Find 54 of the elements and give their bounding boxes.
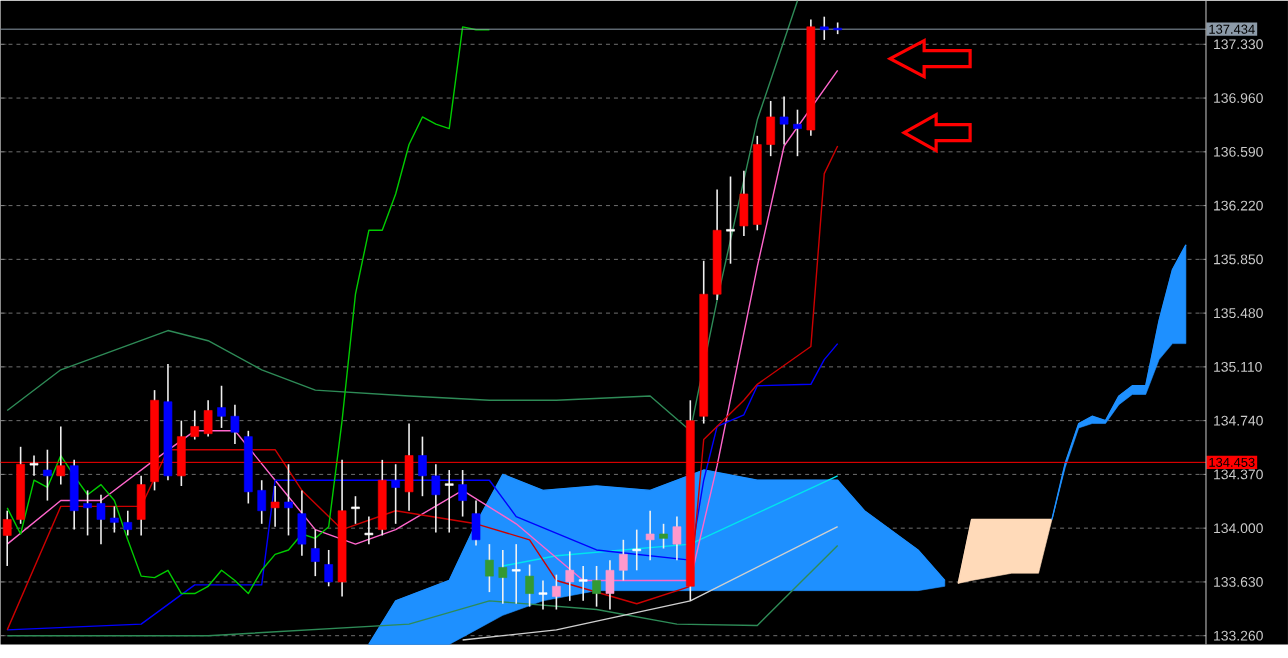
candlestick (418, 435, 427, 497)
candlestick (351, 495, 360, 525)
candlestick (578, 565, 588, 602)
candlestick (123, 509, 133, 537)
candlestick (96, 493, 106, 545)
candlestick (324, 549, 333, 588)
candlestick (83, 489, 92, 537)
candlestick (552, 573, 561, 611)
line-series (6, 0, 799, 432)
candlestick (565, 550, 575, 602)
candlestick (136, 475, 146, 537)
candlestick (766, 100, 776, 157)
line-series (461, 525, 839, 641)
candlestick (310, 528, 320, 577)
candlestick (538, 579, 548, 611)
candlestick (659, 522, 668, 550)
line-series (6, 544, 839, 637)
candlestick (391, 463, 400, 525)
candlestick (619, 538, 628, 582)
candlestick (458, 469, 467, 518)
candlestick (726, 175, 735, 265)
candlestick (525, 563, 534, 608)
candlestick (485, 543, 494, 593)
candlestick (471, 499, 481, 547)
candlestick (444, 469, 454, 534)
candlestick (819, 15, 829, 41)
candlestick (230, 403, 240, 445)
candlestick (110, 505, 119, 534)
line-series (6, 342, 839, 631)
candlestick (779, 95, 789, 146)
candlestick (431, 463, 441, 534)
candlestick (257, 479, 267, 525)
candlestick (498, 549, 508, 605)
candlestick (297, 489, 307, 557)
candlestick (284, 463, 293, 537)
candlestick (43, 448, 52, 502)
candlestick (605, 559, 615, 611)
line-series (6, 145, 839, 631)
candlestick (29, 454, 39, 477)
candlestick (270, 485, 280, 528)
candlestick (203, 399, 213, 438)
candlestick (69, 459, 79, 531)
candlestick (217, 384, 226, 429)
candlestick (511, 543, 521, 605)
candlestick (632, 528, 642, 572)
candlestick (2, 509, 12, 567)
candlestick (739, 169, 749, 237)
candlestick (364, 515, 374, 545)
line-series (6, 69, 839, 582)
candlestick (190, 409, 200, 441)
candlestick (793, 108, 802, 157)
candlestick (645, 509, 655, 561)
candlestick (672, 515, 682, 561)
candlestick (592, 565, 601, 608)
